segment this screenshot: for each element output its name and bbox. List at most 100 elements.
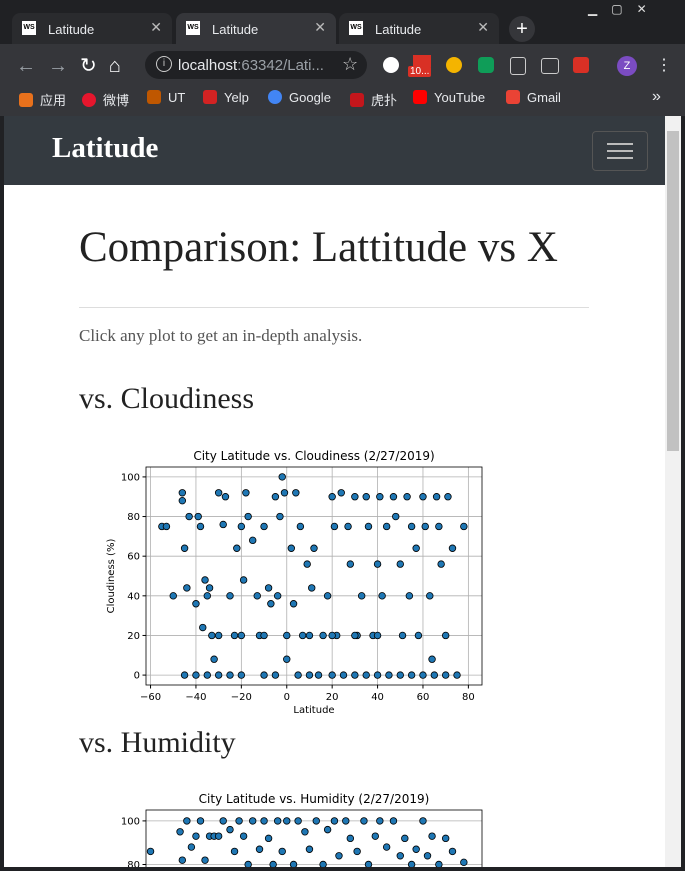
x-tick-label: 80 (462, 692, 475, 703)
new-tab[interactable]: + (509, 16, 535, 42)
menu-toggle[interactable] (592, 131, 648, 171)
page-title: Comparison: Lattitude vs X (79, 224, 558, 271)
point (448, 544, 457, 552)
point (178, 856, 187, 864)
point (178, 489, 187, 497)
point (308, 584, 316, 592)
bookmark-label: 应用 (40, 93, 67, 108)
point (371, 832, 379, 840)
point (253, 592, 261, 600)
bookmark[interactable]: 虎扑 (350, 90, 397, 109)
address-bar[interactable] (145, 51, 367, 79)
point (269, 860, 277, 867)
point (273, 592, 282, 600)
point (237, 631, 246, 640)
point (323, 825, 332, 834)
tab-close[interactable]: ✕ (314, 19, 326, 35)
point (185, 512, 193, 521)
tab[interactable]: WS Latitude ✕ (176, 13, 336, 44)
point (298, 631, 307, 640)
x-axis-label: Latitude (293, 705, 334, 716)
bookmark[interactable]: 微博 (82, 90, 129, 109)
point (199, 623, 207, 632)
point (401, 834, 409, 843)
point (414, 631, 423, 640)
divider (79, 307, 589, 308)
bookmark[interactable]: Google (268, 90, 331, 105)
point (460, 522, 468, 531)
tab[interactable]: WS Latitude ✕ (339, 13, 499, 44)
profile[interactable]: Z (617, 56, 637, 76)
point (196, 817, 205, 825)
point (214, 631, 223, 640)
tab-icon: WS (349, 21, 363, 35)
tab-close[interactable]: ✕ (477, 19, 489, 35)
point (260, 817, 268, 825)
point (396, 852, 404, 860)
intro: Click any plot to get an in-depth analys… (79, 326, 363, 345)
menu[interactable]: ⋮ (656, 57, 672, 74)
point (226, 825, 234, 834)
bookmark-label: YouTube (434, 90, 486, 105)
bookmark[interactable]: Yelp (203, 90, 249, 105)
point (237, 671, 246, 679)
scroll-thumb[interactable] (667, 131, 679, 451)
point (296, 522, 305, 531)
bookmark[interactable]: UT (147, 90, 185, 105)
window-controls[interactable]: ▁▢✕ (588, 2, 661, 16)
bookmark[interactable]: YouTube (413, 90, 485, 105)
point (430, 671, 439, 679)
point (305, 671, 314, 679)
bookmark-label: 虎扑 (371, 93, 398, 108)
point (196, 522, 205, 531)
point (180, 544, 189, 552)
point (294, 817, 302, 825)
y-tick-label: 20 (127, 631, 140, 642)
point (242, 489, 250, 497)
bookmark[interactable]: Gmail (506, 90, 561, 105)
point (183, 584, 191, 592)
point (342, 817, 350, 825)
x-tick-label: 40 (371, 692, 384, 703)
extension-icon[interactable] (446, 57, 462, 73)
point (301, 828, 309, 836)
chart-title: City Latitude vs. Cloudiness (2/27/2019) (193, 449, 434, 463)
point (287, 544, 295, 552)
point (441, 631, 450, 640)
extension-icon[interactable] (413, 55, 431, 67)
extension-icon[interactable] (383, 57, 399, 73)
extension-icon[interactable] (478, 57, 494, 73)
bookmark-label: 微博 (103, 93, 130, 108)
point (362, 671, 370, 679)
extension-icon[interactable] (510, 57, 526, 75)
point (194, 512, 202, 521)
bookmark-star[interactable]: ☆ (342, 54, 359, 74)
extension-icon[interactable] (541, 58, 559, 74)
brand[interactable]: Latitude (52, 132, 159, 164)
point (260, 631, 268, 640)
bookmark[interactable]: 应用 (19, 90, 66, 109)
point (176, 828, 184, 836)
tab-close[interactable]: ✕ (150, 19, 162, 35)
tab[interactable]: WS Latitude ✕ (12, 13, 172, 44)
point (292, 489, 300, 497)
more-bookmarks[interactable]: » (652, 88, 661, 105)
point (214, 489, 223, 497)
scrollbar[interactable] (665, 116, 681, 867)
point (376, 493, 384, 501)
charts: City Latitude vs. Cloudiness (2/27/2019)… (106, 449, 483, 867)
point (435, 522, 443, 531)
section-heading: vs. Cloudiness (79, 382, 255, 415)
point (346, 834, 355, 843)
point (382, 843, 391, 851)
point (389, 817, 398, 825)
extension-icon[interactable] (573, 57, 589, 73)
point (201, 856, 209, 864)
url-host: localhost (178, 57, 238, 74)
nav-buttons[interactable]: ←→↻⌂ (16, 55, 133, 77)
point (271, 493, 280, 501)
url-path: :63342/Lati... (237, 57, 324, 74)
point (398, 631, 407, 640)
point (437, 560, 445, 568)
